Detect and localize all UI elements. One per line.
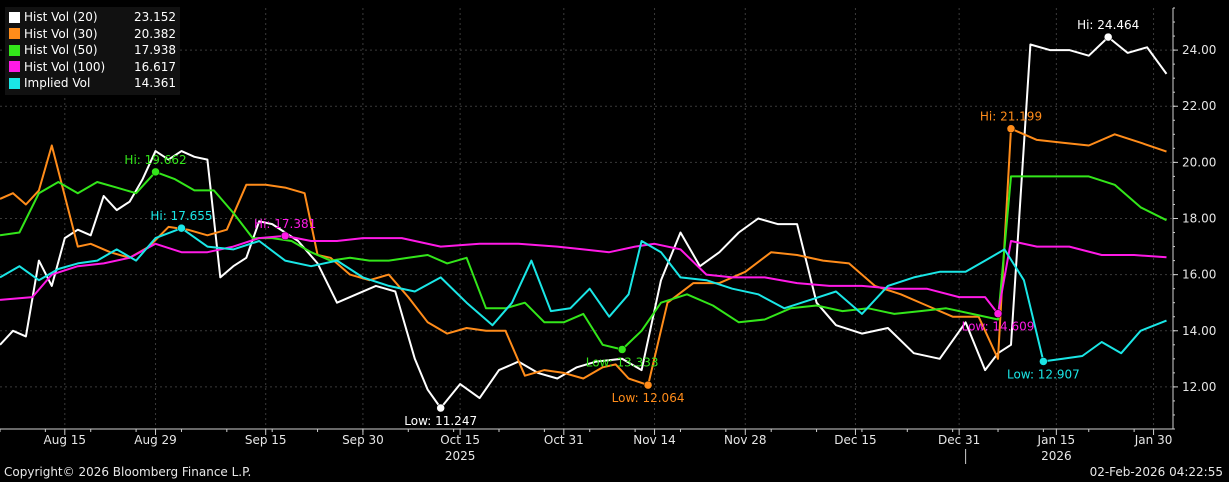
legend-label: Hist Vol (50) (24, 43, 98, 57)
extreme-label: Hi: 19.662 (124, 153, 186, 167)
legend-swatch (9, 77, 20, 89)
extreme-marker (177, 223, 186, 233)
x-tick-label: Dec 15 (834, 433, 876, 447)
x-tick-label: Dec 31 (938, 433, 980, 447)
extreme-label: Low: 14.609 (962, 320, 1035, 334)
extreme-label: Hi: 17.655 (150, 209, 212, 223)
extreme-label: Low: 11.247 (404, 414, 477, 428)
extreme-label: Hi: 21.199 (980, 110, 1042, 124)
extreme-marker (1039, 357, 1048, 366)
legend-swatch (9, 11, 20, 23)
legend-value: 14.361 (134, 76, 176, 90)
y-tick-label: 24.00 (1182, 43, 1216, 57)
x-tick-label: Sep 30 (342, 433, 384, 447)
extreme-marker (993, 309, 1003, 318)
legend-item-hist-vol-20: Hist Vol (20) 23.152 (9, 9, 176, 26)
legend-swatch (9, 28, 20, 40)
series-line-3 (0, 170, 1167, 351)
x-year-label: 2025 (445, 449, 476, 463)
x-tick-label: Aug 29 (134, 433, 177, 447)
legend-label: Implied Vol (24, 76, 91, 90)
series-line-4 (0, 234, 1167, 315)
legend-label: Hist Vol (30) (24, 26, 98, 41)
legend-item-implied-vol: Implied Vol 14.361 (9, 75, 176, 92)
legend-value: 23.152 (134, 10, 176, 24)
legend-swatch (9, 44, 20, 56)
x-tick-label: Nov 14 (633, 433, 676, 447)
chart-legend: Hist Vol (20) 23.152 Hist Vol (30) 20.38… (5, 7, 180, 95)
x-tick-label: Jan 15 (1037, 433, 1076, 447)
legend-value: 16.617 (134, 59, 176, 74)
x-tick-label: Aug 15 (44, 433, 87, 447)
extreme-marker (1006, 124, 1016, 133)
legend-item-hist-vol-50: Hist Vol (50) 17.938 (9, 42, 176, 59)
y-tick-label: 20.00 (1182, 155, 1216, 169)
x-tick-label: Sep 15 (245, 433, 287, 447)
legend-item-hist-vol-30: Hist Vol (30) 20.382 (9, 26, 176, 43)
extreme-marker (643, 380, 653, 390)
extreme-label: Low: 12.907 (1007, 367, 1080, 381)
y-tick-label: 16.00 (1182, 268, 1216, 282)
legend-swatch (9, 61, 20, 73)
extreme-marker (151, 167, 160, 177)
x-tick-label: Nov 28 (724, 433, 767, 447)
x-tick-label: Jan 30 (1134, 433, 1173, 447)
y-tick-label: 22.00 (1182, 99, 1216, 113)
extreme-label: Hi: 17.381 (254, 217, 316, 231)
extreme-marker (617, 345, 627, 354)
series-line-5 (0, 227, 1167, 363)
extreme-label: Hi: 24.464 (1077, 18, 1139, 32)
legend-label: Hist Vol (20) (24, 10, 98, 24)
x-tick-label: Oct 31 (544, 433, 584, 447)
copyright-text: Copyright© 2026 Bloomberg Finance L.P. (4, 465, 252, 479)
legend-label: Hist Vol (100) (24, 59, 106, 74)
timestamp-text: 02-Feb-2026 04:22:55 (1089, 465, 1223, 479)
x-tick-label: Oct 15 (440, 433, 480, 447)
extreme-marker (280, 231, 290, 241)
x-year-label: 2026 (1041, 449, 1072, 463)
series-line-1 (0, 36, 1168, 409)
y-tick-label: 18.00 (1182, 212, 1216, 226)
extreme-label: Low: 13.333 (586, 355, 659, 369)
legend-item-hist-vol-100: Hist Vol (100) 16.617 (9, 59, 176, 76)
y-tick-label: 14.00 (1182, 324, 1216, 338)
extreme-marker (436, 403, 445, 413)
legend-value: 20.382 (134, 26, 176, 41)
extreme-label: Low: 12.064 (612, 391, 685, 405)
extreme-marker (1103, 32, 1113, 42)
legend-value: 17.938 (134, 43, 176, 57)
y-tick-label: 12.00 (1182, 380, 1216, 394)
